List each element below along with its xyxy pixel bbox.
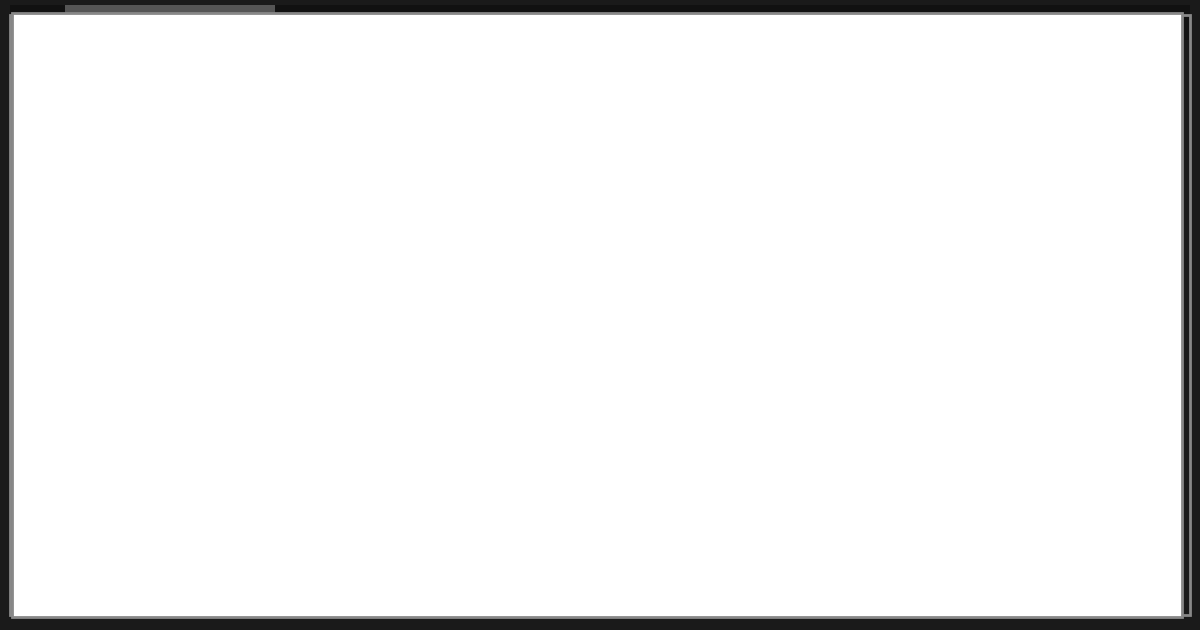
Circle shape (293, 348, 298, 353)
Circle shape (286, 286, 304, 304)
Bar (395, 167, 415, 187)
Bar (370, 195, 390, 235)
Circle shape (293, 312, 298, 318)
Bar (505, 328, 660, 340)
Circle shape (589, 165, 600, 175)
Circle shape (424, 237, 430, 243)
Text: void setup() {: void setup() { (65, 430, 241, 450)
Circle shape (305, 324, 310, 329)
Text: POWER: POWER (503, 335, 527, 340)
Circle shape (305, 348, 310, 353)
Text: LiquidCrystal_I2C lcd(0: LiquidCrystal_I2C lcd(0 (65, 346, 355, 367)
Circle shape (305, 336, 310, 341)
Text: ANALOG IN: ANALOG IN (568, 335, 602, 340)
Circle shape (293, 360, 298, 365)
Circle shape (281, 312, 286, 318)
Circle shape (293, 324, 298, 329)
Text: #define DHT        8: #define DHT 8 (65, 210, 318, 230)
Text: RX: RX (410, 245, 419, 251)
Circle shape (281, 324, 286, 329)
Bar (10, 5, 1189, 40)
Text: SCL: SCL (592, 438, 602, 444)
Text: GND: GND (592, 403, 605, 408)
FancyBboxPatch shape (610, 395, 859, 510)
Circle shape (424, 247, 430, 253)
Bar (605, 390, 865, 515)
Text: TX: TX (410, 235, 419, 241)
Text: DHT22: DHT22 (283, 364, 307, 370)
Text: SDA: SDA (592, 427, 604, 432)
Bar (589, 375, 880, 530)
Text: #define DHTTYPE DHT22: #define DHTTYPE DHT22 (65, 255, 330, 275)
Circle shape (281, 336, 286, 341)
Bar (554, 195, 619, 295)
Text: DHT dht (DHTPIN, DHTTYPE);: DHT dht (DHTPIN, DHTTYPE); (65, 302, 394, 322)
Bar (380, 285, 410, 315)
Bar (425, 133, 644, 145)
Circle shape (293, 336, 298, 341)
Bar (65, 5, 275, 60)
Text: ON: ON (602, 167, 613, 173)
Text: #include <DH       >: #include <DH > (65, 165, 318, 185)
Text: ARDUINO: ARDUINO (451, 245, 498, 255)
Text: sketch.ino: sketch.ino (78, 18, 262, 47)
Circle shape (281, 348, 286, 353)
Text: VCC: VCC (592, 415, 604, 420)
Circle shape (305, 312, 310, 318)
Circle shape (565, 206, 574, 214)
Text: lcd.begin(): lcd.begin() (65, 505, 229, 525)
Circle shape (281, 360, 286, 365)
Text: UNO: UNO (524, 216, 566, 234)
FancyBboxPatch shape (266, 282, 323, 378)
Text: lcd.begin(16,2);: lcd.begin(16,2); (65, 468, 293, 488)
Text: WOKWi: WOKWi (1021, 538, 1177, 572)
Bar (385, 125, 649, 345)
Circle shape (305, 360, 310, 365)
Text: DIGITAL (PWM ~): DIGITAL (PWM ~) (508, 132, 562, 137)
Text: #include <LiquidCrystal_I2C.h>: #include <LiquidCrystal_I2C.h> (65, 120, 444, 140)
